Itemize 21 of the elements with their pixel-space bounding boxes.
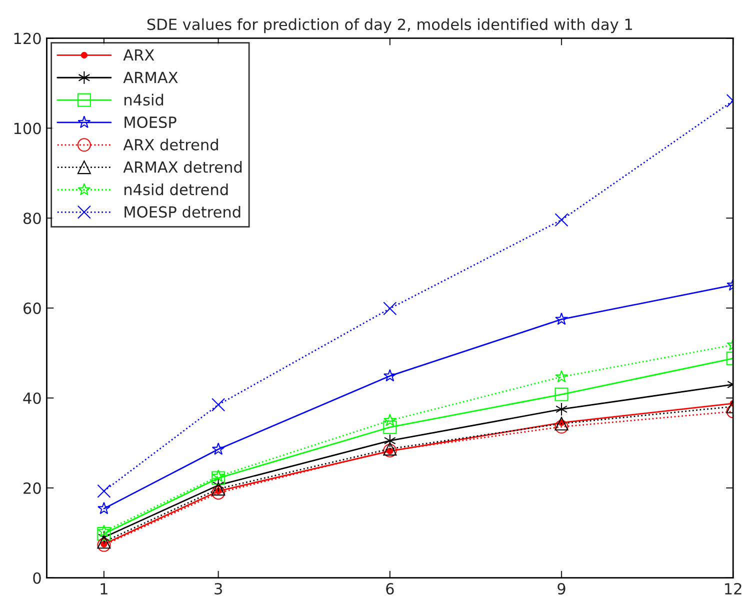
- y-tick-label: 40: [23, 392, 41, 404]
- y-tick-label: 20: [24, 482, 41, 494]
- x-tick-label: 3: [214, 582, 222, 595]
- legend-label: ARMAX: [123, 72, 178, 83]
- legend-label: ARMAX detrend: [123, 161, 242, 173]
- y-tick-label: 60: [24, 302, 41, 314]
- y-tick-label: 0: [33, 572, 41, 584]
- legend-label: n4sid detrend: [124, 183, 228, 196]
- y-tick-label: 120: [14, 32, 41, 44]
- chart-title: SDE values for prediction of day 2, models identified with day 1: [147, 18, 632, 34]
- y-tick-label: 80: [23, 212, 41, 224]
- x-tick-label: 1: [100, 583, 108, 594]
- legend-label: ARX: [123, 49, 154, 61]
- x-tick-label: 6: [386, 582, 394, 595]
- legend-label: MOESP: [124, 116, 176, 128]
- x-tick-label: 12: [725, 582, 742, 594]
- legend-label: MOESP detrend: [124, 206, 240, 218]
- y-tick-label: 100: [14, 122, 41, 134]
- legend-label: n4sid: [124, 94, 164, 106]
- x-tick-label: 9: [558, 582, 566, 595]
- legend-label: ARX detrend: [123, 138, 218, 150]
